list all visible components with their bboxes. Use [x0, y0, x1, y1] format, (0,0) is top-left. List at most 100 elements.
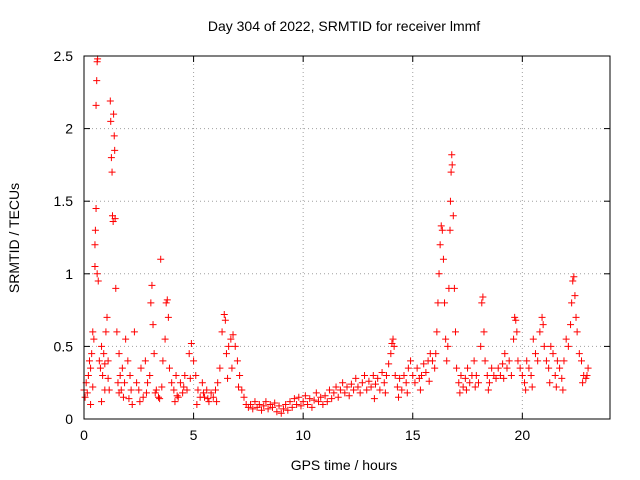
data-point — [531, 350, 539, 358]
data-point — [583, 371, 591, 379]
data-point — [456, 389, 464, 397]
y-tick-label: 0.5 — [54, 338, 74, 354]
data-point — [461, 374, 469, 382]
data-point — [570, 273, 578, 281]
data-point — [235, 383, 243, 391]
data-point — [159, 357, 167, 365]
data-point — [186, 374, 194, 382]
data-point — [317, 393, 325, 401]
chart-title: Day 304 of 2022, SRMTID for receiver lmm… — [208, 18, 480, 34]
data-point — [113, 328, 121, 336]
data-point — [325, 386, 333, 394]
data-point — [343, 383, 351, 391]
data-point — [137, 364, 145, 372]
data-point — [503, 364, 511, 372]
data-point — [190, 357, 198, 365]
data-point — [93, 270, 101, 278]
data-point — [471, 383, 479, 391]
data-point — [91, 226, 99, 234]
data-point — [83, 389, 91, 397]
data-point — [385, 360, 393, 368]
data-point — [402, 379, 410, 387]
data-point — [332, 383, 340, 391]
data-point — [119, 393, 127, 401]
data-point — [455, 379, 463, 387]
data-point — [437, 222, 445, 230]
data-point — [128, 400, 136, 408]
data-point — [534, 357, 542, 365]
data-point — [350, 386, 358, 394]
data-point — [142, 389, 150, 397]
data-point — [536, 328, 544, 336]
data-point — [124, 357, 132, 365]
data-point — [183, 386, 191, 394]
data-point — [562, 335, 570, 343]
data-point — [448, 161, 456, 169]
data-point — [258, 406, 266, 414]
data-point — [522, 386, 530, 394]
data-point — [115, 389, 123, 397]
data-point — [425, 377, 433, 385]
data-point — [361, 371, 369, 379]
data-point — [464, 364, 472, 372]
data-point — [494, 364, 502, 372]
data-point — [81, 393, 89, 401]
data-point — [556, 364, 564, 372]
data-point — [478, 299, 486, 307]
data-point — [165, 364, 173, 372]
data-point — [87, 400, 95, 408]
data-point — [367, 383, 375, 391]
data-point — [94, 277, 102, 285]
data-point — [470, 357, 478, 365]
data-point — [290, 395, 298, 403]
data-point — [98, 398, 106, 406]
data-point — [262, 398, 270, 406]
data-point — [573, 328, 581, 336]
data-point — [293, 400, 301, 408]
data-point — [282, 400, 290, 408]
data-point — [479, 293, 487, 301]
data-point — [207, 389, 215, 397]
data-point — [481, 357, 489, 365]
data-point — [404, 364, 412, 372]
data-point — [115, 350, 123, 358]
data-point — [304, 400, 312, 408]
data-point — [220, 310, 228, 318]
data-point — [400, 371, 408, 379]
data-point — [511, 313, 519, 321]
y-tick-label: 2 — [65, 121, 73, 137]
data-point — [547, 342, 555, 350]
data-point — [428, 357, 436, 365]
data-point — [180, 383, 188, 391]
data-point — [553, 357, 561, 365]
data-point — [496, 371, 504, 379]
data-point — [130, 328, 138, 336]
data-point — [542, 357, 550, 365]
data-point — [150, 350, 158, 358]
data-point — [312, 389, 320, 397]
data-point — [249, 405, 257, 413]
data-point — [523, 357, 531, 365]
data-point — [356, 389, 364, 397]
data-point — [151, 389, 159, 397]
data-point — [100, 350, 108, 358]
data-point — [315, 398, 323, 406]
data-point — [457, 371, 465, 379]
y-tick-label: 2.5 — [54, 48, 74, 64]
data-point — [539, 321, 547, 329]
x-tick-label: 20 — [515, 427, 531, 443]
data-point — [255, 400, 263, 408]
data-point — [447, 168, 455, 176]
data-point — [238, 386, 246, 394]
data-point — [382, 371, 390, 379]
data-point — [146, 371, 154, 379]
x-tick-label: 10 — [295, 427, 311, 443]
data-point — [393, 383, 401, 391]
data-point — [376, 386, 384, 394]
data-point — [185, 350, 193, 358]
data-point — [92, 101, 100, 109]
data-point — [370, 395, 378, 403]
data-point — [174, 393, 182, 401]
grid-layer — [84, 56, 610, 419]
data-point — [398, 386, 406, 394]
